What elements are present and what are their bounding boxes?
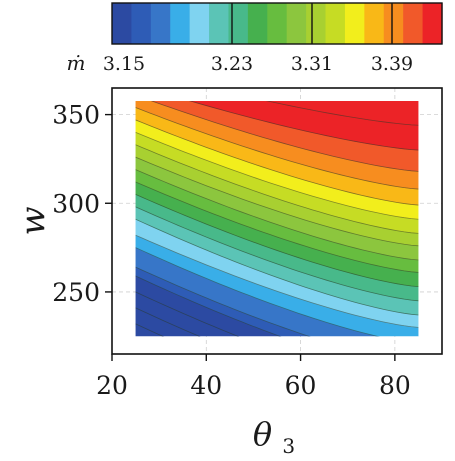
colorbar-swatch	[383, 3, 404, 44]
x-tick-label: 60	[285, 371, 317, 400]
colorbar-swatch	[189, 3, 210, 44]
contour-line	[135, 131, 419, 220]
colorbar-swatch	[403, 3, 424, 44]
x-tick-label: 80	[379, 371, 411, 400]
y-tick-label: 350	[52, 101, 100, 130]
colorbar-swatch	[344, 3, 365, 44]
contour-line	[135, 234, 419, 328]
contour-line	[135, 194, 419, 288]
colorbar-swatch	[286, 3, 307, 44]
contour-band	[135, 307, 200, 337]
contour-line	[135, 218, 419, 316]
contour-line	[188, 101, 419, 151]
contour-line	[135, 275, 281, 337]
x-tick-label: 40	[190, 371, 222, 400]
y-tick-label: 300	[52, 189, 100, 218]
colorbar: ṁ 3.15 3.23 3.31 3.39	[67, 2, 443, 75]
colorbar-tick-lines	[231, 3, 393, 44]
colorbar-swatch	[267, 3, 288, 44]
colorbar-bands	[112, 3, 443, 44]
colorbar-swatch	[422, 3, 443, 44]
colorbar-tick-labels: 3.15 3.23 3.31 3.39	[103, 53, 413, 75]
contour-fills	[135, 101, 419, 337]
colorbar-tick-label: 3.31	[291, 53, 333, 75]
x-axis-label-symbol: θ	[253, 415, 272, 453]
x-axis-label-subscript: 3	[282, 434, 295, 458]
contour-band	[135, 323, 164, 337]
colorbar-swatch	[209, 3, 230, 44]
colorbar-swatch	[228, 3, 249, 44]
colorbar-frame	[111, 2, 443, 45]
colorbar-tick-label: 3.15	[103, 53, 145, 75]
contour-line	[135, 156, 419, 247]
contour-line	[135, 119, 419, 206]
colorbar-swatch	[131, 3, 152, 44]
contour-line	[135, 107, 419, 190]
y-axis-ticks: 250 300 350	[52, 101, 112, 307]
colorbar-label: ṁ	[67, 51, 86, 75]
x-axis-label: θ 3	[253, 415, 295, 458]
contour-line	[135, 307, 201, 337]
contour-line	[265, 101, 419, 126]
contour-line	[135, 291, 239, 337]
y-tick-label: 250	[52, 278, 100, 307]
contour-line	[135, 144, 419, 234]
contour-line	[135, 181, 419, 273]
colorbar-swatch	[306, 3, 327, 44]
colorbar-swatch	[150, 3, 171, 44]
contour-line	[135, 266, 311, 337]
colorbar-tick-label: 3.23	[211, 53, 253, 75]
x-tick-label: 20	[96, 371, 128, 400]
plot-frame	[111, 87, 443, 355]
contour-line	[150, 101, 419, 172]
contour-line	[135, 169, 419, 261]
colorbar-swatch	[247, 3, 268, 44]
contour-line	[135, 247, 380, 337]
plot-area: 20 40 60 80 250 300 350	[52, 87, 443, 400]
colorbar-swatch	[112, 3, 133, 44]
contour-line	[135, 206, 419, 302]
colorbar-swatch	[325, 3, 346, 44]
contour-lines	[135, 101, 419, 337]
y-axis-label: w	[13, 206, 53, 235]
colorbar-tick-label: 3.39	[371, 53, 413, 75]
colorbar-swatch	[170, 3, 191, 44]
x-axis-ticks: 20 40 60 80	[96, 354, 411, 400]
colorbar-swatch	[364, 3, 385, 44]
